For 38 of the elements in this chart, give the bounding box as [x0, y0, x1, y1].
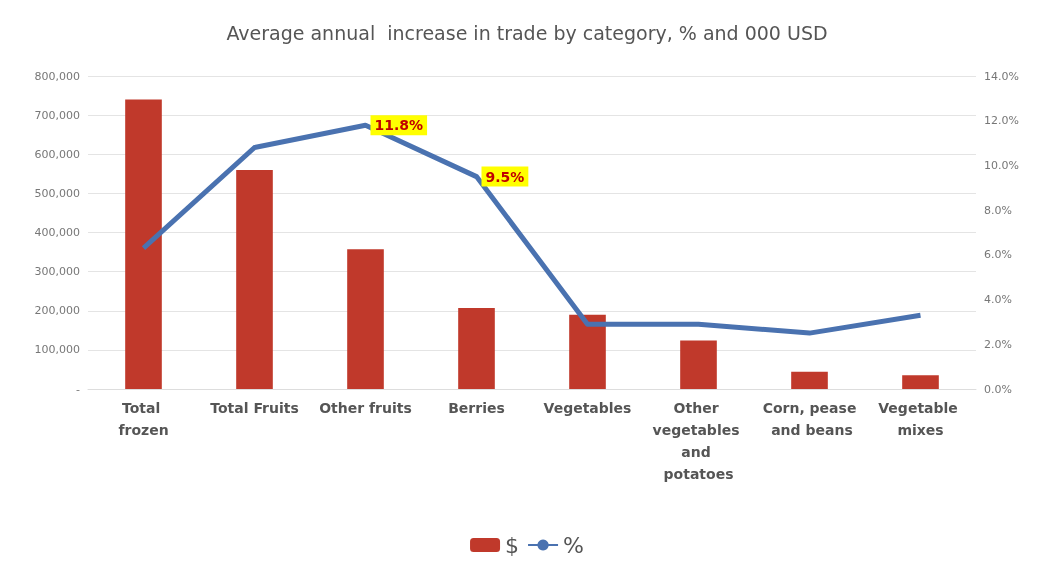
- y-tick-label: 800,000: [34, 69, 80, 83]
- bar: [791, 371, 828, 389]
- x-tick-label: Other fruits: [319, 400, 412, 416]
- legend-label: %: [563, 532, 584, 558]
- bar: [569, 314, 606, 389]
- y-tick-label: 600,000: [34, 147, 80, 161]
- y2-tick-label: 4.0%: [984, 293, 1012, 307]
- chart-title: Average annual increase in trade by category, % and 000 USD: [226, 21, 828, 44]
- y2-tick-label: 6.0%: [984, 248, 1012, 262]
- y-tick-label: 100,000: [34, 343, 80, 357]
- y-tick-label: -: [76, 382, 81, 396]
- y2-tick-label: 12.0%: [984, 114, 1019, 128]
- x-tick-label: Vegetable mixes: [878, 400, 963, 438]
- y2-tick-label: 0.0%: [984, 382, 1012, 396]
- x-tick-label: Berries: [448, 400, 505, 416]
- y-tick-label: 700,000: [34, 108, 80, 122]
- y2-tick-label: 8.0%: [984, 203, 1012, 217]
- x-tick-label: Total Fruits: [210, 400, 299, 416]
- y-tick-label: 300,000: [34, 265, 80, 279]
- bar: [347, 249, 384, 389]
- bar: [125, 99, 162, 389]
- data-label: 11.8%: [374, 117, 424, 134]
- bar: [236, 169, 273, 389]
- legend-label: $: [505, 532, 520, 558]
- data-label: 9.5%: [485, 168, 525, 185]
- bar: [680, 340, 717, 389]
- bar: [458, 308, 495, 389]
- y2-tick-label: 14.0%: [984, 69, 1019, 83]
- x-tick-label: Total frozen: [118, 400, 169, 438]
- x-tick-label: Corn, pease and beans: [762, 400, 857, 438]
- x-tick-label: Vegetables: [543, 400, 632, 416]
- y-tick-label: 200,000: [34, 304, 80, 318]
- y-tick-label: 400,000: [34, 226, 80, 239]
- y-tick-label: 500,000: [34, 186, 80, 200]
- y2-tick-label: 2.0%: [984, 337, 1012, 351]
- bar: [902, 375, 939, 389]
- x-tick-label: Other vegetables and potatoes: [652, 400, 745, 482]
- y2-tick-label: 10.0%: [984, 158, 1019, 172]
